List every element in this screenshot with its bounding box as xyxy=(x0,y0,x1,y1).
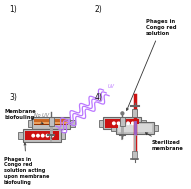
Bar xyxy=(105,119,139,128)
Bar xyxy=(25,131,59,140)
Bar xyxy=(118,124,152,132)
Bar xyxy=(18,132,23,139)
Circle shape xyxy=(132,122,134,125)
Bar xyxy=(116,122,154,134)
Text: 3): 3) xyxy=(10,93,17,102)
Bar xyxy=(61,132,66,139)
Circle shape xyxy=(121,112,124,115)
Text: Membrane
biofouling: Membrane biofouling xyxy=(5,109,43,124)
Text: 2): 2) xyxy=(95,5,103,14)
Circle shape xyxy=(117,122,120,125)
Text: No UV: No UV xyxy=(34,113,49,118)
Circle shape xyxy=(51,134,53,137)
Bar xyxy=(120,117,125,126)
Bar xyxy=(34,122,68,124)
Circle shape xyxy=(46,134,49,137)
Bar xyxy=(70,120,75,127)
Bar xyxy=(132,109,137,117)
Circle shape xyxy=(113,122,115,125)
Bar xyxy=(28,120,32,127)
Text: 4): 4) xyxy=(95,93,103,102)
Bar xyxy=(99,120,103,127)
Circle shape xyxy=(32,134,34,137)
Text: 1): 1) xyxy=(10,5,17,14)
Text: Phages in
Congo red
solution: Phages in Congo red solution xyxy=(126,19,177,110)
Bar xyxy=(103,117,141,129)
Bar xyxy=(111,125,116,131)
Circle shape xyxy=(41,134,44,137)
Circle shape xyxy=(127,122,129,125)
Bar xyxy=(34,119,68,122)
Circle shape xyxy=(37,134,39,137)
Text: Phages in
Congo red
solution acting
upon membrane
biofouling: Phages in Congo red solution acting upon… xyxy=(4,143,49,185)
Text: UV: UV xyxy=(108,84,115,89)
Bar xyxy=(34,124,68,125)
Bar xyxy=(32,117,70,129)
Bar xyxy=(141,120,146,127)
Bar xyxy=(132,151,137,159)
Bar xyxy=(49,117,54,126)
Circle shape xyxy=(122,122,125,125)
Bar xyxy=(23,129,61,142)
Bar xyxy=(154,125,158,131)
Text: Sterilized
membrane: Sterilized membrane xyxy=(146,133,184,151)
